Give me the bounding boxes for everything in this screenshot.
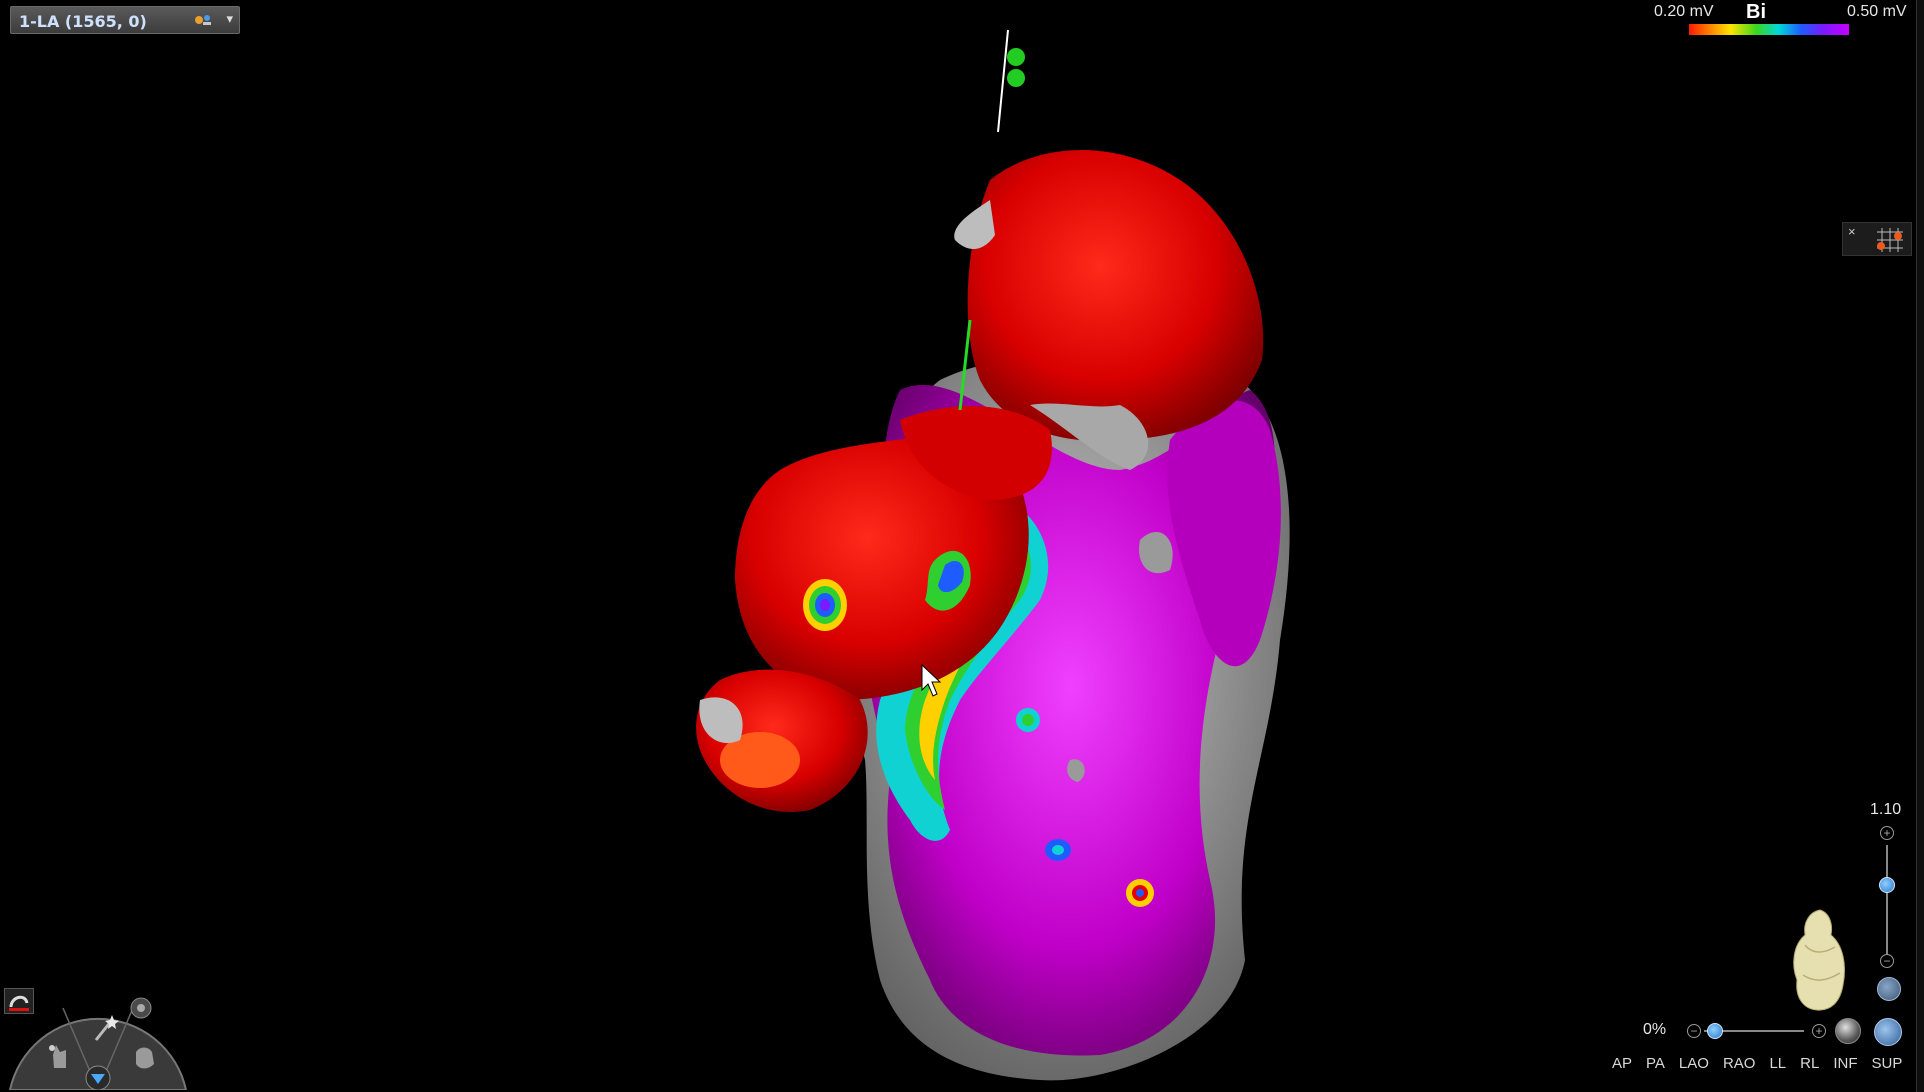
zoom-out-button[interactable]: −	[1880, 954, 1894, 968]
point-grid-widget[interactable]: ×	[1842, 222, 1912, 256]
grab-hand-icon	[136, 1047, 154, 1069]
voltage-island	[1136, 889, 1144, 897]
voltage-island	[938, 561, 964, 593]
view-button-pa[interactable]: PA	[1646, 1055, 1665, 1072]
view-button-lao[interactable]: LAO	[1678, 1055, 1709, 1072]
heart-icon[interactable]	[1877, 977, 1901, 1001]
voltage-island	[1052, 845, 1064, 855]
view-button-sup[interactable]: SUP	[1871, 1055, 1903, 1072]
catheter-icon	[193, 13, 213, 27]
map-selector-dropdown[interactable]: 1-LA (1565, 0) ▾	[10, 6, 240, 34]
view-button-ll[interactable]: LL	[1769, 1055, 1787, 1072]
grid-points-icon	[1877, 228, 1903, 252]
unmapped-patch	[954, 200, 995, 250]
opacity-decrease-button[interactable]: −	[1687, 1024, 1701, 1038]
catheter-electrode	[1007, 48, 1025, 66]
sphere-icon[interactable]	[1835, 1018, 1861, 1044]
low-voltage-region-mid	[735, 430, 1029, 700]
unmapped-patch	[1067, 759, 1085, 782]
voltage-color-bar[interactable]	[1689, 24, 1849, 35]
scale-max-label: 0.50 mV	[1847, 3, 1907, 20]
unmapped-patch	[1139, 531, 1173, 574]
rotate-icon[interactable]	[1874, 1018, 1902, 1046]
zoom-slider-handle[interactable]	[1879, 876, 1895, 893]
opacity-increase-button[interactable]: +	[1812, 1024, 1826, 1038]
side-panel-edge[interactable]	[1916, 0, 1924, 1092]
chevron-down-icon: ▾	[226, 11, 233, 26]
unmapped-patch	[1030, 403, 1149, 470]
unmapped-patch	[699, 697, 743, 744]
view-button-inf[interactable]: INF	[1833, 1055, 1858, 1072]
low-voltage-spot	[720, 732, 800, 788]
view-button-rao[interactable]: RAO	[1722, 1055, 1756, 1072]
heart-orientation-thumbnail[interactable]	[1785, 905, 1855, 1015]
hand-pointer-icon	[49, 1045, 66, 1068]
voltage-island	[1022, 714, 1034, 726]
view-button-ap[interactable]: AP	[1612, 1055, 1633, 1072]
close-icon[interactable]: ×	[1848, 224, 1856, 239]
map-selector-label: 1-LA (1565, 0)	[19, 12, 147, 31]
opacity-slider-track[interactable]	[1704, 1030, 1804, 1032]
zoom-slider-track[interactable]	[1886, 845, 1888, 955]
view-orientation-bar: AP PA LAO RAO LL RL INF SUP	[1612, 1055, 1916, 1075]
catheter-electrode	[1007, 69, 1025, 87]
opacity-label: 0%	[1643, 1021, 1667, 1038]
scale-mode-label[interactable]: Bi	[1746, 1, 1766, 23]
zoom-level-label: 1.10	[1870, 801, 1902, 818]
magic-wand-icon	[94, 1015, 119, 1041]
catheter-tip-line	[958, 319, 972, 411]
opacity-slider-handle[interactable]	[1707, 1023, 1723, 1039]
tool-dial-toggle[interactable]	[4, 988, 34, 1014]
low-voltage-region-upper	[967, 150, 1264, 441]
mouse-cursor	[921, 663, 942, 697]
filter-icon	[85, 1065, 111, 1090]
catheter-shaft	[997, 29, 1009, 133]
healthy-region-right	[1167, 400, 1281, 667]
tool-dial[interactable]	[8, 990, 188, 1090]
view-button-rl[interactable]: RL	[1800, 1055, 1820, 1072]
low-voltage-region-bridge	[900, 406, 1052, 500]
scale-min-label: 0.20 mV	[1654, 3, 1714, 20]
zoom-in-button[interactable]: +	[1880, 826, 1894, 840]
voltage-island	[820, 599, 830, 611]
settings-icon	[130, 997, 152, 1019]
